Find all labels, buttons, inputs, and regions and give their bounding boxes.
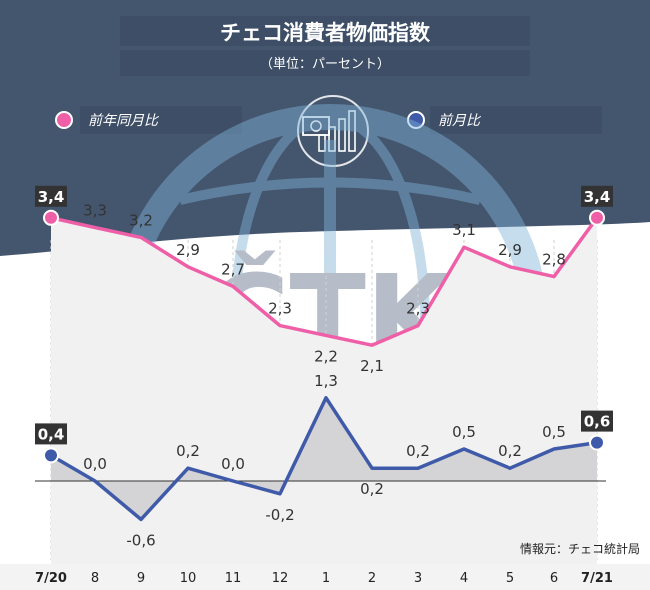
- yoy-label-2: 3,2: [129, 211, 153, 229]
- mom-endpoint-0: [43, 447, 59, 464]
- legend-label-yoy: 前年同月比: [88, 113, 160, 129]
- legend-marker-mom: [407, 111, 425, 129]
- mom-label-2: -0,6: [126, 531, 155, 549]
- x-tick-label-12: 7/21: [581, 571, 613, 586]
- mom-endpoint-12: [589, 434, 605, 451]
- yoy-label-6: 2,2: [314, 347, 338, 365]
- x-tick-label-5: 12: [272, 571, 289, 586]
- mom-label-box-12: [581, 410, 613, 432]
- yoy-label-0: 3,4: [38, 188, 65, 206]
- yoy-label-1: 3,3: [83, 202, 107, 220]
- mom-area-fill: [51, 397, 597, 520]
- globe-latitude-top: [178, 177, 482, 205]
- x-tick-label-8: 3: [414, 571, 422, 586]
- x-tick-label-1: 8: [91, 571, 99, 586]
- yoy-label-5: 2,3: [268, 300, 292, 318]
- legend-marker-yoy: [55, 111, 73, 129]
- yoy-label-11: 2,8: [542, 251, 566, 269]
- source-note: 情報元：チェコ統計局: [520, 541, 640, 556]
- yoy-label-box-12: [581, 185, 613, 207]
- yoy-endpoint-12: [589, 209, 605, 226]
- currency-chart-icon-bar-2: [328, 126, 336, 152]
- x-tick-label-3: 10: [180, 571, 197, 586]
- x-tick-label-0: 7/20: [35, 571, 67, 586]
- x-tick-label-11: 6: [550, 571, 558, 586]
- series-lines: [50, 216, 599, 522]
- x-tick-label-10: 5: [506, 571, 514, 586]
- yoy-label-3: 2,9: [176, 241, 200, 259]
- x-tick-label-2: 9: [137, 571, 145, 586]
- mom-label-11: 0,5: [542, 423, 566, 441]
- legend: 前年同月比 前月比: [55, 106, 602, 134]
- data-labels: 3,4 3,3 3,2 2,9 2,7 2,3 2,2 2,1 2,3 3,1 2,9 2,8 3,4 0…: [35, 185, 613, 549]
- unit-box: [120, 50, 530, 76]
- series-fills: [51, 217, 597, 565]
- bottom-band: [0, 564, 650, 590]
- currency-chart-icon-coin: [310, 120, 322, 132]
- chart-title: チェコ消費者物価指数: [220, 21, 431, 45]
- x-tick-label-4: 11: [225, 571, 242, 586]
- yoy-series-line: [50, 216, 599, 347]
- yoy-label-9: 3,1: [452, 221, 476, 239]
- yoy-label-8: 2,3: [406, 300, 430, 318]
- mom-label-12: 0,6: [584, 413, 611, 431]
- mom-label-box-0: [35, 423, 67, 445]
- mom-label-0: 0,4: [38, 425, 65, 443]
- yoy-label-10: 2,9: [498, 241, 522, 259]
- legend-item-yoy: 前年同月比: [55, 106, 242, 134]
- currency-chart-icon-bar-3: [338, 118, 346, 152]
- data-points: [43, 209, 605, 464]
- mom-series-line: [50, 396, 598, 522]
- currency-chart-icon-bar-1: [318, 134, 326, 152]
- title-block: チェコ消費者物価指数 （単位：パーセント）: [120, 16, 530, 76]
- mom-label-4: 0,0: [221, 455, 245, 473]
- mom-label-5: -0,2: [265, 506, 294, 524]
- legend-label-mom: 前月比: [438, 113, 482, 129]
- x-tick-label-6: 1: [322, 571, 330, 586]
- x-tick-label-9: 4: [460, 571, 468, 586]
- legend-box-yoy: [80, 106, 242, 134]
- mom-label-7: 0,2: [360, 480, 384, 498]
- mom-label-6: 1,3: [314, 372, 338, 390]
- mom-label-1: 0,0: [83, 455, 107, 473]
- currency-chart-icon-banknote: [302, 116, 330, 136]
- title-box: [120, 16, 530, 46]
- yoy-label-12: 3,4: [584, 188, 611, 206]
- mom-label-8: 0,2: [406, 442, 430, 460]
- currency-chart-icon: [297, 95, 369, 167]
- yoy-label-7: 2,1: [360, 357, 384, 375]
- x-tick-label-7: 2: [368, 571, 376, 586]
- chart-unit: （単位：パーセント）: [260, 56, 390, 72]
- yoy-label-box-0: [35, 185, 67, 207]
- mom-label-9: 0,5: [452, 423, 476, 441]
- x-axis-tick-labels: 7/20 8 9 10 11 12 1 2 3 4 5 6 7/21: [35, 571, 613, 586]
- legend-box-mom: [430, 106, 602, 134]
- yoy-endpoint-0: [43, 209, 59, 226]
- mom-label-3: 0,2: [176, 442, 200, 460]
- currency-chart-icon-ring: [297, 95, 369, 167]
- mom-label-10: 0,2: [498, 442, 522, 460]
- yoy-label-4: 2,7: [221, 260, 245, 278]
- currency-chart-icon-bar-4: [348, 110, 356, 152]
- legend-item-mom: 前月比: [407, 106, 602, 134]
